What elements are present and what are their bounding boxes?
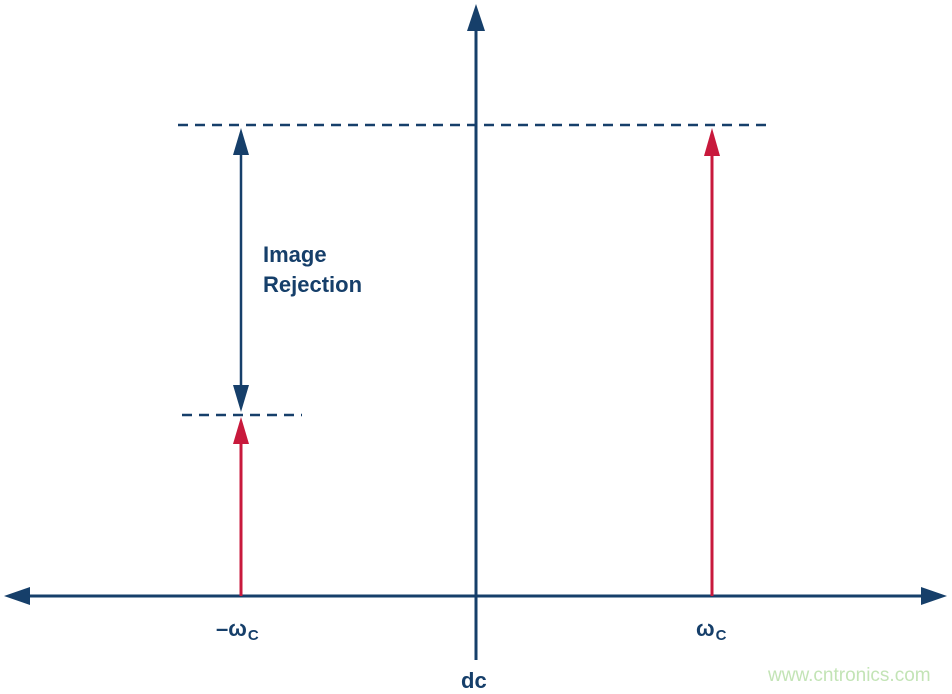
watermark: www.cntronics.com	[768, 665, 931, 686]
axis-arrow-right-icon	[921, 587, 947, 605]
dc-label: dc	[461, 668, 487, 693]
pos-carrier-label: ωC	[696, 616, 726, 644]
image-rejection-arrow	[233, 128, 249, 412]
image-tone-arrow	[233, 417, 249, 596]
pos-freq-symbol: ω	[696, 616, 715, 641]
neg-freq-subscript: C	[247, 627, 259, 644]
neg-carrier-label: –ωC	[216, 616, 259, 644]
neg-freq-symbol: –ω	[216, 616, 247, 641]
annotation-line1: Image	[263, 242, 327, 267]
amplitude-axis	[467, 4, 485, 660]
annotation-line2: Rejection	[263, 272, 363, 297]
axis-arrow-up-icon	[467, 4, 485, 31]
signal-tone-arrow	[704, 128, 720, 596]
pos-freq-subscript: C	[715, 627, 727, 644]
axis-arrow-left-icon	[4, 587, 30, 605]
image-rejection-label: Image Rejection	[263, 240, 362, 300]
